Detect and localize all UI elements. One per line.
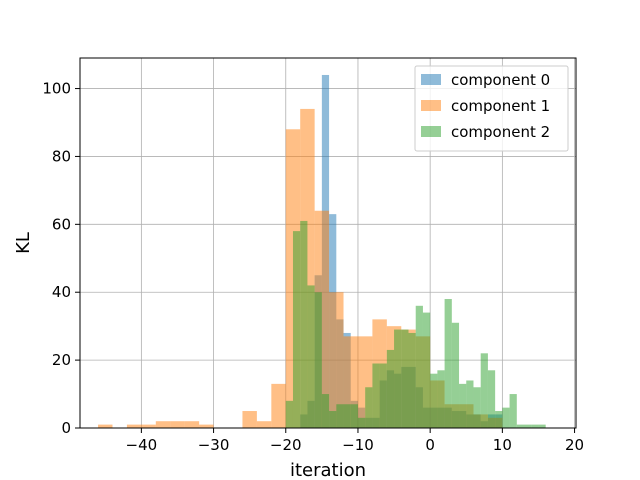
histogram-bar [495,411,503,428]
histogram-bar [98,424,113,428]
histogram-bar [509,394,517,428]
y-tick-label: 100 [42,80,71,98]
histogram-bar [256,421,272,428]
histogram-bar [307,285,315,428]
histogram-bar [170,421,185,428]
y-tick-label: 80 [52,147,71,165]
histogram-bar [184,421,200,428]
histogram-bar [516,424,525,428]
histogram-bars [98,74,546,429]
histogram-bar [285,400,293,428]
histogram-bar [379,363,387,428]
y-tick-label: 20 [52,351,71,369]
x-tick-label: −40 [126,436,158,454]
histogram-bar [444,299,452,428]
x-tick-label: 0 [425,436,435,454]
histogram-bar [329,411,337,428]
y-axis-ticks: 0 20 40 60 80 100 [42,80,80,437]
histogram-bar [524,424,532,428]
histogram-bar [422,312,431,428]
histogram-bar [408,332,416,428]
histogram-bar [372,363,380,428]
histogram-bar [394,329,402,428]
histogram-bar [242,411,257,428]
histogram-bar [300,220,308,428]
y-tick-label: 40 [52,283,71,301]
legend-label: component 0 [451,71,550,89]
histogram-bar [365,387,373,428]
histogram-bar [343,404,351,428]
legend-label: component 1 [451,97,550,115]
histogram-bar [538,424,546,428]
histogram-bar [314,292,322,428]
histogram-bar [437,370,445,428]
histogram-bar [430,373,438,428]
series-2-bars [285,220,546,428]
histogram-bar [357,417,366,428]
histogram-bar [271,383,286,428]
histogram-bar [386,349,395,428]
axes-frame [79,57,577,429]
histogram-bar [126,424,142,428]
legend-swatch [421,74,441,85]
legend-box [414,65,569,152]
y-tick-label: 0 [61,419,71,437]
histogram-bar [350,404,358,428]
histogram-bar [292,231,301,428]
histogram-bar [487,370,496,428]
histogram-bar [473,387,481,428]
histogram-bar [415,305,423,428]
histogram-bar [401,329,409,428]
histogram-bar [155,421,171,428]
histogram-bar [459,383,467,428]
histogram-bar [199,424,214,428]
legend-label: component 2 [451,123,550,141]
histogram-bar [329,292,344,428]
histogram-bar [531,424,539,428]
x-axis-ticks: −40 −30 −20 −10 0 10 20 [126,428,584,454]
x-tick-label: −10 [342,436,374,454]
x-tick-label: 10 [493,436,512,454]
histogram-bar [466,380,474,428]
y-axis-label: KL [13,232,34,254]
histogram-bar [480,353,488,428]
legend-swatch [421,100,441,111]
x-axis-label: iteration [290,460,366,480]
histogram-bar [451,322,460,428]
histogram-bar [336,404,344,428]
axes-spines [79,57,577,429]
x-tick-label: −20 [270,436,302,454]
y-tick-label: 60 [52,215,71,233]
histogram-bar [502,407,510,428]
legend-swatch [421,126,441,137]
x-tick-label: −30 [198,436,230,454]
legend: component 0 component 1 component 2 [414,65,569,152]
histogram-bar [141,424,156,428]
histogram-bar [321,394,330,428]
x-tick-label: 20 [565,436,584,454]
